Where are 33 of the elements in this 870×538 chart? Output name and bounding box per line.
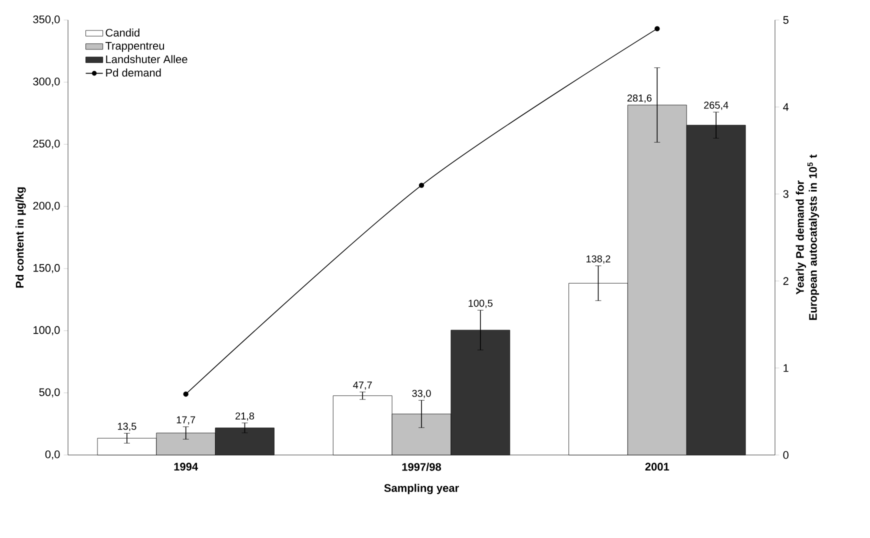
y-tick-label: 350,0 (33, 15, 60, 25)
data-label: 281,6 (627, 94, 652, 103)
data-label: 33,0 (412, 390, 431, 398)
y-tick-label: 50,0 (39, 388, 60, 398)
legend-label: Candid (106, 28, 140, 37)
y2-tick-label: 4 (783, 103, 789, 111)
x-tick-label: 1997/98 (402, 462, 442, 471)
y2-tick-label: 5 (783, 16, 788, 24)
data-label: 265,4 (704, 102, 728, 110)
y2-tick-label: 3 (783, 190, 788, 198)
y-axis-title: Pd content in µg/kg (16, 187, 26, 288)
data-label: 21,8 (236, 412, 254, 421)
data-label: 17,7 (176, 416, 196, 425)
data-label: 138,2 (586, 255, 610, 264)
y-tick-label: 200,0 (33, 202, 60, 211)
x-tick-label: 1994 (174, 462, 198, 471)
data-label: 100,5 (468, 300, 493, 308)
y2-tick-label: 0 (783, 451, 788, 459)
x-tick-label: 2001 (645, 462, 670, 471)
x-axis-title: Sampling year (384, 484, 459, 494)
y-tick-label: 150,0 (34, 264, 60, 274)
legend-label: Landshuter Allee (106, 55, 188, 64)
y2-tick-label: 2 (783, 277, 788, 285)
y2-tick-label: 1 (784, 364, 788, 372)
data-label: 47,7 (353, 382, 372, 390)
legend-label: Pd demand (106, 68, 161, 77)
y-tick-label: 250,0 (33, 140, 60, 149)
y-tick-label: 0,0 (45, 450, 60, 460)
y-tick-label: 300,0 (33, 78, 60, 87)
legend-label: Trappentreu (105, 42, 164, 52)
y2-axis-title: Yearly Pd demand for European autocatalysts in 10$^{5}$ t (796, 154, 820, 320)
y-tick-label: 100,0 (34, 326, 60, 336)
data-label: 13,5 (118, 422, 136, 432)
